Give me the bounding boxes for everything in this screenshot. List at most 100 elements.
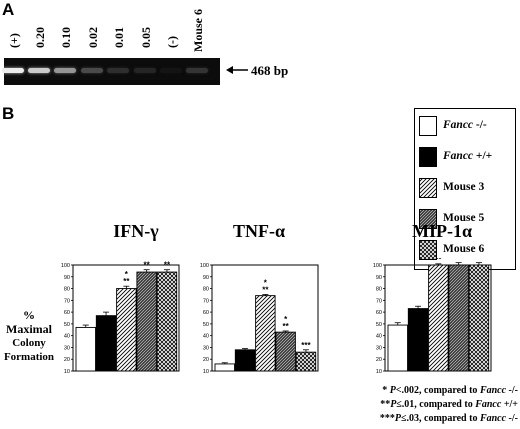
bar-2: [428, 264, 449, 372]
significance-marker: **: [435, 258, 442, 264]
y-tick-label: 50: [203, 322, 209, 328]
gel-lane-label: (+): [7, 33, 21, 48]
gel-band: [160, 68, 182, 73]
legend: Fancc -/- Fancc +/+ Mouse 3 Mouse 5 Mouse 6: [414, 108, 516, 270]
bar-3: [275, 331, 296, 372]
footnotes: * P<.002, compared to Fancc -/- **P≤.01, …: [366, 385, 518, 427]
gel-band: [186, 68, 208, 73]
bar-3: [136, 271, 157, 372]
chart-title-tnf: TNF-α: [232, 221, 286, 241]
significance-marker: *: [125, 270, 129, 279]
y-tick-label: 40: [64, 334, 70, 340]
legend-swatch: [419, 178, 437, 198]
bar-0: [387, 324, 408, 372]
y-tick-label: 10: [376, 369, 382, 375]
legend-label: Mouse 6: [443, 243, 485, 255]
band-size-label: 468 bp: [251, 63, 289, 78]
legend-item: Fancc +/+: [419, 145, 513, 171]
significance-marker: ***: [301, 341, 311, 350]
y-tick-label: 30: [64, 345, 70, 351]
y-tick-label: 60: [64, 310, 70, 316]
y-tick-label: 90: [376, 275, 382, 281]
gel-image: [2, 58, 220, 85]
y-tick-label: 60: [203, 310, 209, 316]
legend-item: Mouse 5: [419, 207, 513, 233]
y-tick-label: 80: [203, 287, 209, 293]
significance-marker: **: [164, 261, 171, 270]
y-tick-label: 50: [376, 322, 382, 328]
gel-band: [81, 68, 103, 73]
significance-marker: **: [123, 277, 130, 286]
y-tick-label: 40: [203, 334, 209, 340]
bar-1: [234, 349, 256, 372]
gel-lane-label: 0.20: [33, 27, 47, 48]
gel-lane-label: 0.01: [112, 27, 126, 48]
y-tick-label: 40: [376, 334, 382, 340]
significance-marker: **: [476, 258, 483, 263]
chart-title-ifn: IFN-γ: [113, 221, 159, 241]
bar-4: [295, 351, 317, 372]
bar-1: [407, 308, 429, 372]
y-tick-label: 80: [376, 287, 382, 293]
gel-band: [54, 68, 76, 73]
y-tick-label: 30: [376, 345, 382, 351]
significance-marker: **: [262, 285, 269, 294]
y-tick-label: 20: [376, 357, 382, 363]
significance-marker: *: [264, 278, 268, 287]
bar-2: [116, 288, 137, 372]
legend-label: Mouse 5: [443, 212, 485, 224]
bar-1: [95, 315, 117, 372]
panel-a-letter: A: [2, 0, 15, 19]
gel-band: [134, 68, 156, 73]
footnote: ***P≤.03, compared to Fancc -/-: [379, 413, 518, 424]
significance-marker: **: [283, 322, 290, 331]
legend-item: Mouse 3: [419, 176, 513, 202]
y-tick-label: 100: [200, 263, 209, 269]
gel-band: [28, 68, 50, 73]
y-tick-label: 70: [203, 298, 209, 304]
gel-lane-label: 0.05: [139, 27, 153, 48]
bar-4: [468, 264, 490, 372]
y-tick-label: 70: [64, 298, 70, 304]
y-tick-label: 90: [203, 275, 209, 281]
band-arrow: [226, 63, 248, 81]
gel-lane-label: Mouse 6: [191, 9, 205, 52]
legend-swatch: [419, 240, 437, 260]
legend-swatch: [419, 147, 437, 167]
y-tick-label: 50: [64, 322, 70, 328]
gel-band: [107, 68, 129, 73]
significance-marker: *: [165, 258, 169, 263]
y-tick-label: 90: [64, 275, 70, 281]
significance-marker: **: [456, 258, 463, 263]
y-tick-label: 10: [64, 369, 70, 375]
legend-item: Mouse 6: [419, 238, 513, 264]
significance-marker: **: [144, 261, 151, 270]
bar-4: [156, 271, 178, 372]
y-tick-label: 60: [376, 310, 382, 316]
y-tick-label: 100: [61, 263, 70, 269]
bar-0: [75, 326, 96, 372]
y-tick-label: 100: [373, 263, 382, 269]
legend-swatch: [419, 209, 437, 229]
panel-b-letter: B: [2, 104, 15, 123]
footnote: **P≤.01, compared to Fancc +/+: [380, 399, 518, 410]
gel-lane-label: 0.10: [59, 27, 73, 48]
y-axis-label-line2: Colony Formation: [3, 337, 55, 363]
y-tick-label: 30: [203, 345, 209, 351]
significance-marker: *: [145, 258, 149, 263]
significance-marker: *: [284, 315, 288, 324]
y-tick-label: 20: [203, 357, 209, 363]
legend-label: Fancc -/-: [443, 119, 487, 131]
y-tick-label: 70: [376, 298, 382, 304]
legend-label: Mouse 3: [443, 181, 485, 193]
y-tick-label: 80: [64, 287, 70, 293]
y-tick-label: 20: [64, 357, 70, 363]
legend-label: Fancc +/+: [443, 150, 493, 162]
bar-2: [255, 295, 276, 372]
bar-0: [214, 363, 235, 372]
y-tick-label: 10: [203, 369, 209, 375]
chart-title-mip: MIP-1α: [411, 221, 473, 241]
